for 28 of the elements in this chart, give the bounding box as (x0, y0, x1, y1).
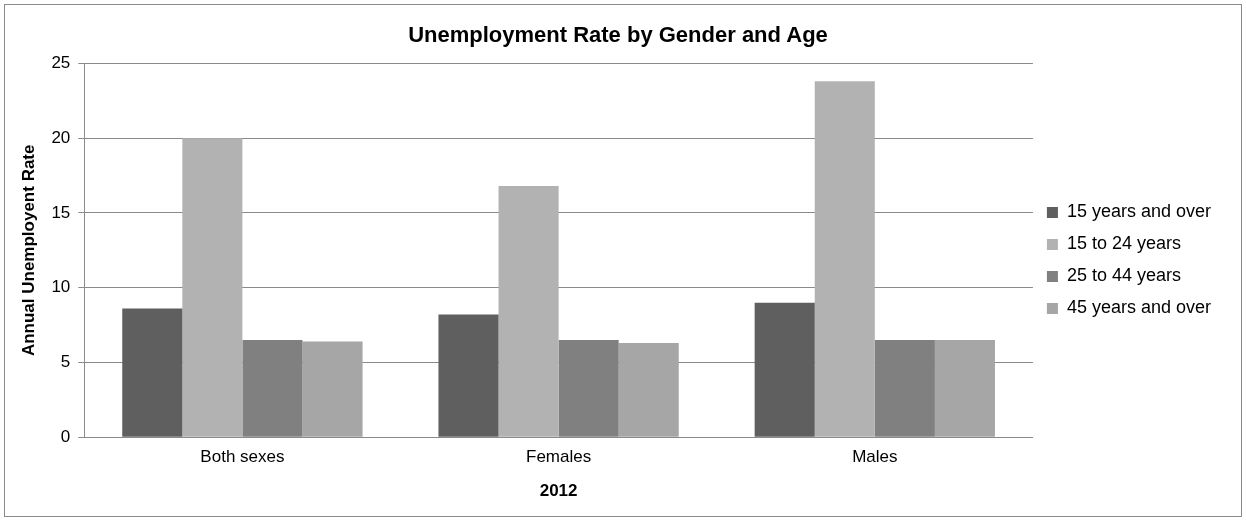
y-tick-label: 25 (51, 53, 71, 73)
bar (558, 340, 619, 437)
x-tick-label: Females (526, 447, 592, 467)
bar (814, 81, 875, 437)
y-tick-label: 15 (51, 202, 71, 222)
legend-label: 25 to 44 years (1066, 265, 1181, 286)
bar (438, 314, 499, 437)
bar (934, 340, 995, 437)
bar (242, 340, 303, 437)
bar (498, 186, 559, 437)
y-tick-label: 0 (60, 426, 71, 446)
y-tick-label: 5 (60, 352, 71, 372)
legend-label: 15 to 24 years (1066, 233, 1181, 254)
legend-label: 15 years and over (1066, 201, 1212, 222)
chart-title: Unemployment Rate by Gender and Age (408, 22, 828, 48)
bar (182, 138, 243, 437)
y-tick-label: 20 (51, 127, 71, 147)
x-tick-label: Both sexes (200, 447, 285, 467)
bar (874, 340, 935, 437)
y-tick-label: 10 (51, 277, 71, 297)
y-axis-title: Annual Unemployent Rate (18, 144, 38, 357)
x-axis-title: 2012 (539, 481, 578, 501)
bar (302, 341, 363, 437)
legend-label: 45 years and over (1066, 297, 1212, 318)
x-tick-label: Males (852, 447, 898, 467)
bar (754, 302, 815, 437)
bar (618, 343, 679, 437)
bar (122, 308, 183, 437)
